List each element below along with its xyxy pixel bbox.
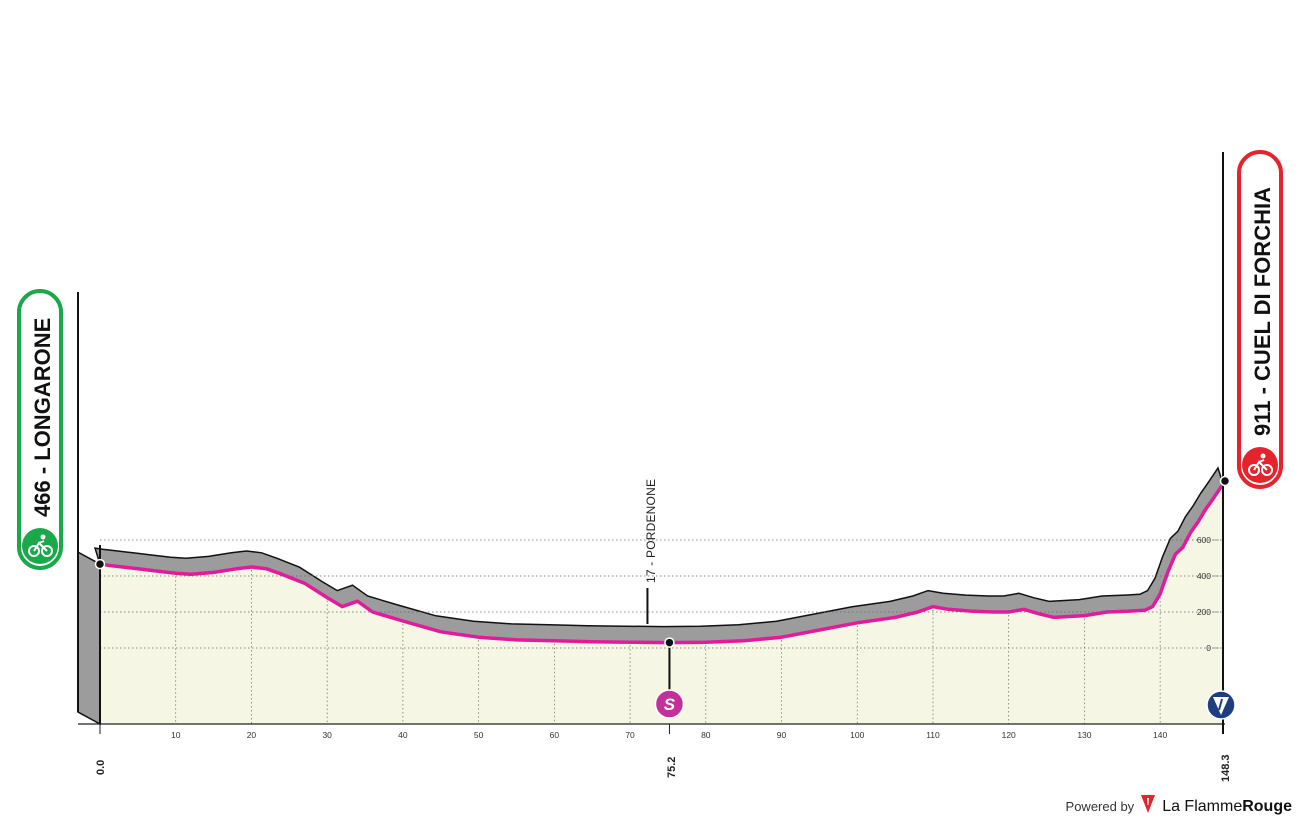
profile-area: [100, 484, 1223, 724]
profile-fill: [100, 484, 1223, 724]
profile-side-wall: [77, 550, 101, 726]
x-tick-label: 130: [1077, 730, 1091, 740]
x-tick-label: 10: [171, 730, 181, 740]
finish-title: 911 - CUEL DI FORCHIA: [1250, 187, 1275, 436]
x-tick-label: 90: [777, 730, 787, 740]
x-tick-label: 30: [322, 730, 332, 740]
sprint-point: [664, 637, 675, 648]
sprint-place-label: 17 - PORDENONE: [644, 479, 658, 583]
y-tick-label: 400: [1197, 571, 1211, 581]
x-tick-label: 60: [550, 730, 560, 740]
start-point: [94, 558, 106, 570]
x-tick-label: 80: [701, 730, 711, 740]
flame-logo-icon: [1140, 794, 1156, 819]
x-tick-label: 140: [1153, 730, 1167, 740]
cyclist-icon: [22, 528, 58, 564]
finish-point: [1219, 475, 1231, 487]
x-tick-label: 50: [474, 730, 484, 740]
finish-badge: 911 - CUEL DI FORCHIA: [1237, 150, 1283, 489]
x-axis: 10 20 30 40 50 60 70 80 90 100 110 120 130 140: [78, 152, 1225, 740]
x-tick-label: 100: [850, 730, 864, 740]
finish-km-label: 148.3: [1220, 754, 1232, 782]
brand-name-bold: Rouge: [1242, 797, 1292, 815]
y-tick-label: 600: [1197, 535, 1211, 545]
start-km-label: 0.0: [95, 760, 107, 775]
cyclist-icon: [1242, 447, 1278, 483]
brand-name-light: La Flamme: [1162, 797, 1243, 815]
start-badge: 466 - LONGARONE: [17, 289, 63, 570]
x-tick-label: 40: [398, 730, 408, 740]
gridlines: 0 200 400 600: [100, 535, 1223, 724]
x-tick-label: 20: [247, 730, 257, 740]
y-tick-label: 200: [1197, 607, 1211, 617]
downhill-finish-icon-bar: [1218, 698, 1223, 711]
y-tick-label: 0: [1206, 643, 1211, 653]
brand-name: La FlammeRouge: [1162, 798, 1292, 816]
start-title: 466 - LONGARONE: [30, 317, 55, 517]
x-tick-label: 120: [1002, 730, 1016, 740]
x-tick-label: 70: [625, 730, 635, 740]
markers: S: [94, 475, 1236, 720]
powered-by-text: Powered by: [1065, 799, 1135, 814]
x-tick-label: 110: [926, 730, 940, 740]
elevation-line: [99, 483, 1225, 645]
sprint-icon-letter: S: [664, 695, 676, 714]
powered-by-footer: Powered by La FlammeRouge: [1066, 794, 1292, 819]
sprint-km-label: 75.2: [666, 757, 678, 778]
sprint-icon: [654, 689, 685, 719]
profile-line: [99, 483, 1225, 645]
